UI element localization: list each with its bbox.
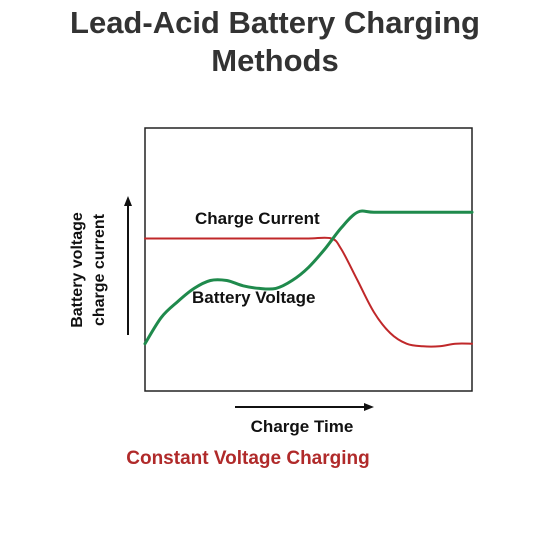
series-label-battery-voltage: Battery Voltage bbox=[192, 288, 315, 307]
title-line-1: Lead-Acid Battery Charging bbox=[70, 5, 480, 40]
page-title: Lead-Acid Battery Charging Methods bbox=[0, 4, 550, 80]
series-line-charge-current bbox=[144, 236, 473, 348]
plot-frame bbox=[144, 127, 473, 392]
y-axis-arrowhead-icon bbox=[124, 196, 132, 206]
series-line-battery-voltage bbox=[143, 209, 474, 346]
chart-caption: Constant Voltage Charging bbox=[126, 448, 370, 469]
title-line-2: Methods bbox=[211, 43, 339, 78]
y-axis-label-line-1: Battery voltage bbox=[69, 212, 86, 328]
series-layer bbox=[143, 209, 474, 348]
y-axis-label-line-2: charge current bbox=[91, 213, 108, 326]
x-axis-arrowhead-icon bbox=[364, 403, 374, 411]
series-label-charge-current: Charge Current bbox=[195, 209, 320, 228]
x-axis-label: Charge Time bbox=[251, 417, 354, 436]
